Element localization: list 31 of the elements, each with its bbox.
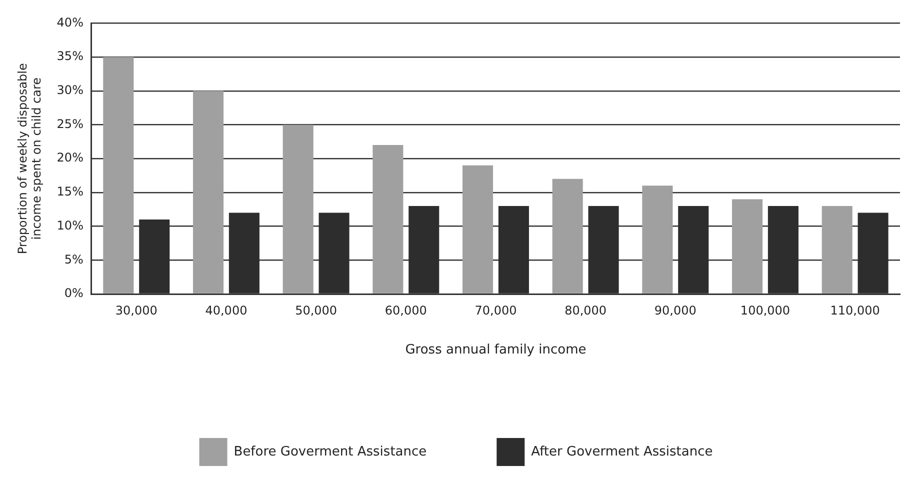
y-tick-label: 10% <box>56 218 84 232</box>
x-tick-label: 70,000 <box>474 303 517 318</box>
legend-label: Before Goverment Assistance <box>234 444 427 460</box>
y-tick-label: 0% <box>64 286 84 300</box>
y-axis-title: Proportion of weekly disposable income spent on child care <box>15 63 44 254</box>
x-tick-label: 80,000 <box>564 303 607 318</box>
x-tick-label: 50,000 <box>295 303 338 318</box>
x-tick-label: 60,000 <box>384 303 427 318</box>
bar <box>822 206 852 294</box>
bar <box>552 178 583 294</box>
y-tick-label: 35% <box>56 49 84 64</box>
y-tick-label: 15% <box>56 184 84 199</box>
x-tick-label: 110,000 <box>830 303 880 318</box>
x-tick-label: 100,000 <box>740 303 790 318</box>
bar <box>372 145 404 294</box>
y-tick-label: 5% <box>64 252 84 266</box>
y-tick-label: 40% <box>56 15 84 30</box>
x-tick-label: 30,000 <box>115 303 158 318</box>
y-tick-label: 20% <box>56 150 84 165</box>
legend-label: After Goverment Assistance <box>531 444 713 460</box>
bar <box>103 57 134 294</box>
bar <box>192 90 224 294</box>
x-axis-title: Gross annual family income <box>405 342 586 358</box>
bar <box>732 199 763 294</box>
y-tick-label: 30% <box>56 83 84 98</box>
x-tick-label: 40,000 <box>205 303 248 318</box>
y-tick-label: 25% <box>56 116 84 131</box>
bar <box>282 124 314 294</box>
x-tick-label: 90,000 <box>654 303 696 318</box>
bar <box>642 186 673 294</box>
bar <box>462 165 494 294</box>
